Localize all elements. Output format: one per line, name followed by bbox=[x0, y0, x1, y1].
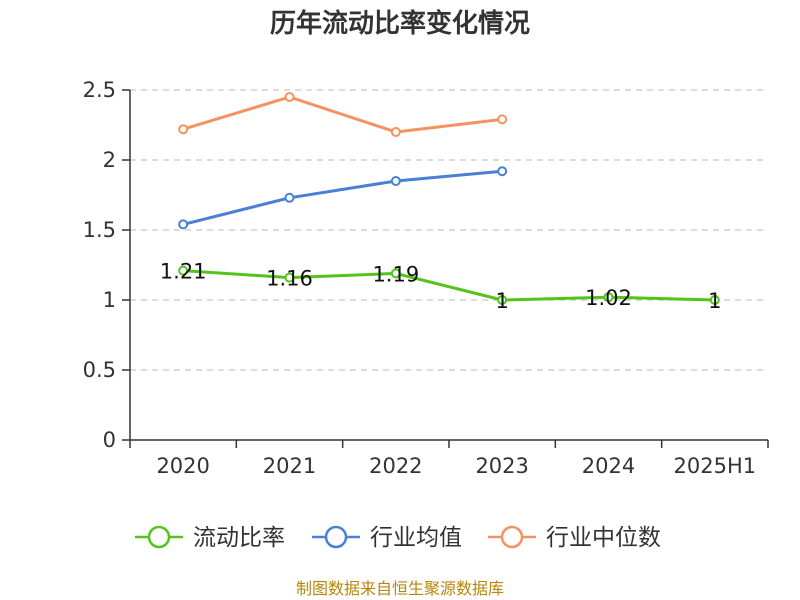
data-point bbox=[390, 268, 401, 279]
data-point bbox=[603, 292, 614, 303]
data-point bbox=[178, 124, 189, 135]
series-group bbox=[178, 92, 720, 305]
data-labels: 1.21 1.16 1.19 1 1.02 1 bbox=[160, 260, 722, 313]
data-label: 1 bbox=[708, 289, 721, 313]
x-tick-label: 2025H1 bbox=[674, 454, 757, 478]
x-tick-label: 2023 bbox=[475, 454, 528, 478]
data-point bbox=[390, 127, 401, 137]
data-point bbox=[178, 265, 189, 276]
data-label: 1 bbox=[495, 289, 508, 313]
series-line bbox=[183, 269, 715, 302]
data-point bbox=[497, 166, 508, 177]
y-tick-label: 2.5 bbox=[83, 78, 116, 102]
y-tick-label: 2 bbox=[103, 148, 116, 172]
x-axis: 2020 2021 2022 2023 2024 2025H1 bbox=[129, 439, 769, 478]
legend-marker bbox=[147, 525, 171, 549]
series-line bbox=[182, 169, 503, 226]
legend-label: 行业中位数 bbox=[546, 525, 661, 551]
series-line bbox=[182, 95, 503, 134]
data-point bbox=[284, 92, 295, 102]
data-label: 1.02 bbox=[585, 286, 632, 310]
y-tick-label: 1 bbox=[103, 288, 116, 312]
data-point bbox=[709, 295, 720, 305]
legend: 流动比率 行业均值 行业中位数 bbox=[135, 525, 661, 551]
data-label: 1.19 bbox=[372, 262, 419, 286]
y-tick-label: 1.5 bbox=[83, 218, 116, 242]
x-tick-label: 2024 bbox=[582, 454, 635, 478]
x-tick-label: 2022 bbox=[369, 454, 422, 478]
data-point bbox=[284, 272, 295, 283]
legend-marker bbox=[324, 525, 348, 549]
y-tick-label: 0.5 bbox=[83, 358, 116, 382]
source-note: 制图数据来自恒生聚源数据库 bbox=[296, 579, 504, 598]
legend-marker bbox=[500, 525, 524, 549]
legend-label: 流动比率 bbox=[193, 525, 285, 551]
data-point bbox=[178, 219, 189, 230]
legend-label: 行业均值 bbox=[370, 525, 462, 551]
data-point bbox=[284, 192, 295, 203]
x-tick-label: 2020 bbox=[156, 454, 209, 478]
grid bbox=[130, 89, 768, 371]
y-tick-label: 0 bbox=[103, 428, 116, 452]
x-tick-label: 2021 bbox=[263, 454, 316, 478]
data-label: 1.16 bbox=[266, 267, 313, 291]
data-label: 1.21 bbox=[160, 260, 207, 284]
chart-title: 历年流动比率变化情况 bbox=[270, 8, 530, 39]
data-point bbox=[497, 295, 508, 305]
data-point bbox=[390, 176, 401, 186]
data-point bbox=[497, 114, 508, 125]
y-axis: 0 0.5 1 1.5 2 2.5 bbox=[83, 78, 131, 452]
